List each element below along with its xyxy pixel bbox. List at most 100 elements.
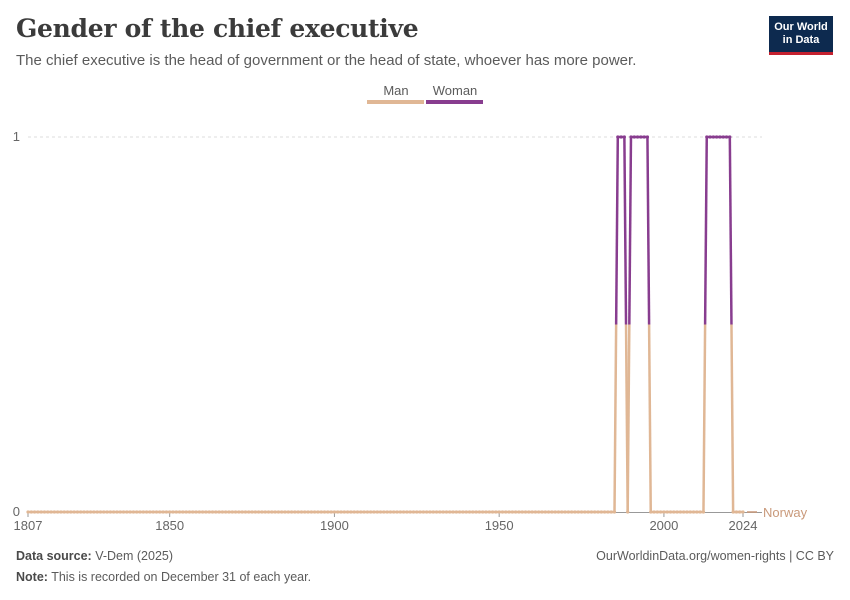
man-point <box>477 510 482 514</box>
man-point <box>230 510 234 514</box>
man-point <box>560 510 564 514</box>
man-point <box>451 510 455 514</box>
man-point <box>372 510 376 514</box>
man-point <box>204 510 208 514</box>
man-point <box>181 510 185 514</box>
man-point <box>497 510 501 514</box>
man-point <box>606 510 610 514</box>
x-tick-label-1900: 1900 <box>320 518 349 533</box>
man-point <box>655 510 659 514</box>
data-source-value[interactable]: V-Dem (2025) <box>95 549 174 563</box>
man-point <box>52 510 56 514</box>
woman-point <box>622 135 626 139</box>
man-point <box>494 510 498 514</box>
man-point <box>89 510 93 514</box>
man-point <box>207 510 211 514</box>
man-point <box>421 510 425 514</box>
man-point <box>138 510 142 514</box>
man-point <box>402 510 406 514</box>
man-point <box>738 510 742 514</box>
man-point <box>191 510 195 514</box>
owid-logo[interactable]: Our World in Data <box>769 16 833 55</box>
man-point <box>415 510 419 514</box>
man-point <box>72 510 76 514</box>
man-point <box>589 510 594 514</box>
man-point <box>322 510 327 514</box>
woman-point <box>632 135 636 139</box>
man-point <box>112 510 116 514</box>
man-point <box>392 510 396 514</box>
man-point <box>42 510 47 514</box>
man-point <box>408 510 412 514</box>
man-point <box>375 510 379 514</box>
man-point <box>128 510 132 514</box>
legend-swatch-man <box>367 100 424 104</box>
man-point <box>609 510 613 514</box>
man-point <box>36 510 40 514</box>
man-point <box>161 510 165 514</box>
man-point <box>603 510 607 514</box>
man-point <box>662 510 666 514</box>
man-point <box>210 510 215 514</box>
man-point <box>233 510 238 514</box>
man-point <box>98 510 103 514</box>
man-point <box>270 510 274 514</box>
x-tick-label-1850: 1850 <box>155 518 184 533</box>
man-point <box>523 510 528 514</box>
man-point <box>174 510 178 514</box>
man-point <box>431 510 435 514</box>
note-label: Note: <box>16 570 48 584</box>
man-point <box>303 510 307 514</box>
man-point <box>145 510 149 514</box>
woman-point <box>728 135 732 139</box>
man-point <box>69 510 73 514</box>
man-point <box>286 510 290 514</box>
man-point <box>257 510 261 514</box>
man-point <box>583 510 587 514</box>
man-point <box>481 510 485 514</box>
man-point <box>599 510 603 514</box>
man-point <box>342 510 346 514</box>
x-tick-label-1950: 1950 <box>485 518 514 533</box>
man-point <box>388 510 393 514</box>
man-point <box>164 510 168 514</box>
man-point <box>385 510 389 514</box>
man-point <box>352 510 356 514</box>
man-point <box>359 510 363 514</box>
chart-subtitle: The chief executive is the head of gover… <box>16 52 637 69</box>
man-point <box>197 510 201 514</box>
man-point <box>444 510 449 514</box>
man-point <box>593 510 597 514</box>
man-point <box>682 510 686 514</box>
man-point <box>95 510 99 514</box>
man-point <box>701 510 706 514</box>
data-source: Data source: V-Dem (2025) <box>16 549 173 563</box>
man-point <box>329 510 333 514</box>
woman-transition <box>646 136 651 325</box>
man-point <box>171 510 175 514</box>
man-point <box>672 510 676 514</box>
man-point <box>49 510 53 514</box>
man-point <box>550 510 554 514</box>
man-point <box>741 510 745 514</box>
man-point <box>247 510 251 514</box>
man-point <box>668 510 673 514</box>
man-point <box>283 510 287 514</box>
man-point <box>438 510 442 514</box>
man-point <box>731 510 735 514</box>
legend-swatch-woman <box>426 100 483 104</box>
man-point <box>115 510 119 514</box>
man-point <box>458 510 462 514</box>
man-point <box>243 510 248 514</box>
man-point <box>579 510 584 514</box>
url-license[interactable]: OurWorldinData.org/women-rights | CC BY <box>596 549 834 563</box>
man-point <box>612 510 617 514</box>
man-point <box>349 510 353 514</box>
man-point <box>484 510 488 514</box>
man-point <box>168 510 172 514</box>
woman-point <box>639 135 643 139</box>
man-point <box>405 510 409 514</box>
man-point <box>65 510 70 514</box>
man-point <box>266 510 271 514</box>
man-point <box>527 510 531 514</box>
